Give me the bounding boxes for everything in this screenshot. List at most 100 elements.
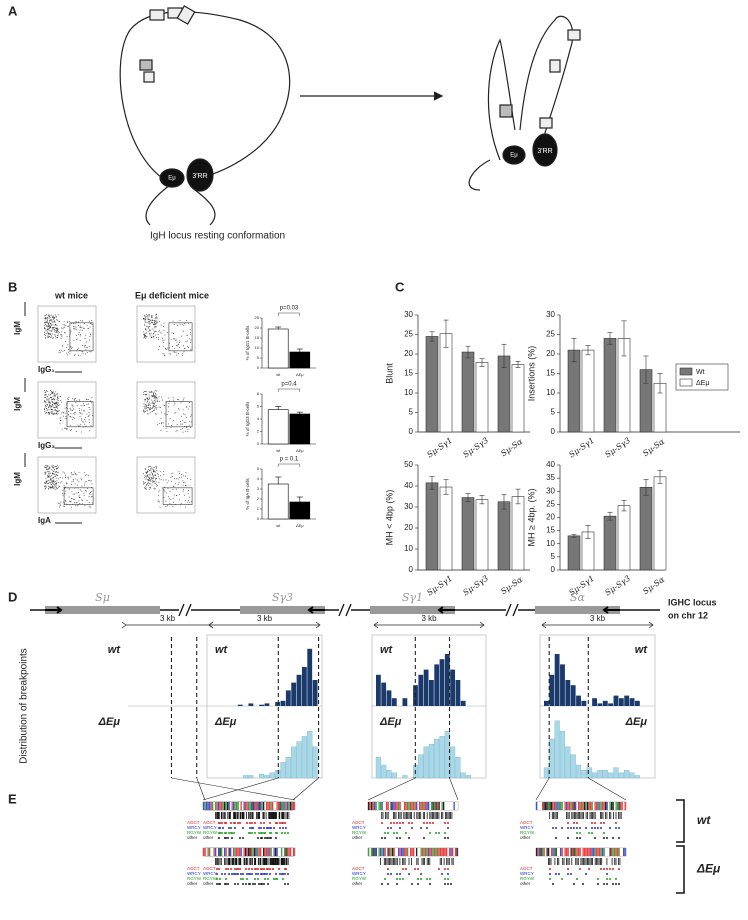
motif-dot [411,883,413,885]
dot [59,321,60,322]
dot [154,400,155,401]
dot [146,488,147,489]
seq-cell [450,812,451,819]
seq-cell [214,802,215,810]
dot [46,314,47,315]
dot [161,412,162,413]
dot [79,401,80,402]
label: ΔEμ [296,523,304,528]
motif-dot [444,832,446,834]
motif-dot [567,873,569,875]
seq-cell [574,848,575,856]
motif-dot [381,837,383,839]
dot [68,414,69,415]
motif-dot [447,883,449,885]
dot [148,399,149,400]
histogram-bar [544,768,549,778]
dot [156,478,157,479]
dot [57,404,58,405]
dot [149,334,150,335]
dot [49,480,50,481]
seq-cell [225,812,226,819]
dot [50,337,51,338]
motif-dot [225,878,227,880]
dot [163,326,164,327]
dot [181,474,182,475]
seq-cell [277,848,278,856]
seq-cell [388,858,389,865]
dot [149,408,150,409]
seq-cell [394,848,395,856]
dot [154,330,155,331]
seq-cell [583,858,584,865]
dot [88,416,89,417]
dot [162,338,163,339]
dot [74,399,75,400]
dot [44,472,45,473]
motif-dot [216,878,218,880]
dot [145,335,146,336]
dot [54,395,55,396]
motif-dot [245,868,247,870]
dot [149,316,150,317]
dot [68,352,69,353]
dot [158,476,159,477]
dot [144,483,145,484]
dot [147,322,148,323]
dot [49,413,50,414]
dot [53,488,54,489]
dot [173,486,174,487]
seq-cell [581,812,582,819]
seq-cell [249,858,250,865]
bar [654,477,666,570]
dot [78,322,79,323]
dot [48,326,49,327]
dot [58,487,59,488]
dot [50,487,51,488]
motif-dot [287,883,289,885]
dot [49,325,50,326]
seq-cell [215,812,216,819]
dot [86,342,87,343]
dot [57,397,58,398]
dot [53,321,54,322]
dot [55,489,56,490]
dot [63,472,64,473]
seq-cell [418,812,419,819]
seq-cell [436,812,437,819]
dot [148,321,149,322]
dot [91,320,92,321]
dot [49,315,50,316]
label: 3'RR [537,148,552,155]
dot [51,325,52,326]
dot [65,477,66,478]
motif-dot [249,873,251,875]
dot [155,413,156,414]
motif-dot [225,883,227,885]
seq-cell [555,858,556,865]
motif-dot [219,827,221,829]
seq-cell [275,812,276,819]
dot [58,314,59,315]
dot [50,405,51,406]
seq-cell [428,858,429,865]
motif-dot [240,878,242,880]
dot [152,315,153,316]
label: other [520,881,531,886]
seq-cell [266,848,267,856]
seq-cell [233,848,234,856]
dot [50,317,51,318]
dot [64,332,65,333]
histogram-bar [555,721,560,778]
label: 3 [257,486,260,491]
dot [63,412,64,413]
dot [153,469,154,470]
dot [46,487,47,488]
seq-cell [595,858,596,865]
histogram-bar [392,773,397,778]
dot [152,322,153,323]
dot [44,467,45,468]
dot [79,496,80,497]
histogram-bar [265,703,270,706]
histogram-bar [243,775,248,778]
